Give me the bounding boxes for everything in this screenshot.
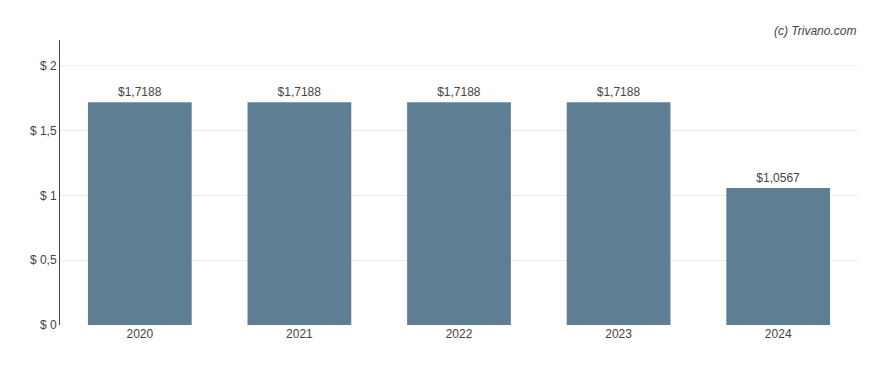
svg-text:$ 1: $ 1: [40, 189, 57, 203]
svg-text:2021: 2021: [286, 327, 313, 341]
svg-text:2020: 2020: [126, 327, 153, 341]
svg-text:2024: 2024: [765, 327, 792, 341]
svg-text:2022: 2022: [446, 327, 473, 341]
svg-text:$1,7188: $1,7188: [278, 85, 322, 99]
svg-text:$1,7188: $1,7188: [118, 85, 162, 99]
svg-text:2023: 2023: [605, 327, 632, 341]
svg-text:$ 2: $ 2: [40, 59, 57, 73]
svg-text:$1,7188: $1,7188: [437, 85, 481, 99]
svg-text:$ 0,5: $ 0,5: [30, 253, 57, 267]
svg-text:$ 1,5: $ 1,5: [30, 124, 57, 138]
svg-text:$ 0: $ 0: [40, 318, 57, 332]
svg-text:(c) Trivano.com: (c) Trivano.com: [774, 24, 856, 38]
svg-text:$1,0567: $1,0567: [756, 171, 800, 185]
svg-text:$1,7188: $1,7188: [597, 85, 641, 99]
